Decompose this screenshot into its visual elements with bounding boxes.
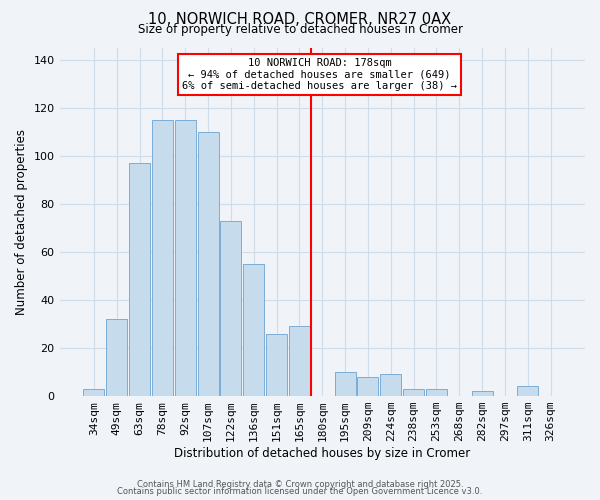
X-axis label: Distribution of detached houses by size in Cromer: Distribution of detached houses by size …: [174, 447, 470, 460]
Bar: [266, 334, 287, 396]
Bar: [380, 374, 401, 396]
Bar: [152, 120, 173, 396]
Text: Contains HM Land Registry data © Crown copyright and database right 2025.: Contains HM Land Registry data © Crown c…: [137, 480, 463, 489]
Bar: [358, 377, 379, 396]
Bar: [403, 389, 424, 396]
Text: Size of property relative to detached houses in Cromer: Size of property relative to detached ho…: [137, 24, 463, 36]
Bar: [106, 319, 127, 396]
Bar: [197, 132, 218, 396]
Text: 10 NORWICH ROAD: 178sqm
← 94% of detached houses are smaller (649)
6% of semi-de: 10 NORWICH ROAD: 178sqm ← 94% of detache…: [182, 58, 457, 91]
Bar: [83, 389, 104, 396]
Bar: [472, 392, 493, 396]
Y-axis label: Number of detached properties: Number of detached properties: [15, 129, 28, 315]
Bar: [220, 220, 241, 396]
Bar: [175, 120, 196, 396]
Bar: [426, 389, 447, 396]
Bar: [289, 326, 310, 396]
Bar: [517, 386, 538, 396]
Bar: [335, 372, 356, 396]
Text: 10, NORWICH ROAD, CROMER, NR27 0AX: 10, NORWICH ROAD, CROMER, NR27 0AX: [148, 12, 452, 28]
Text: Contains public sector information licensed under the Open Government Licence v3: Contains public sector information licen…: [118, 487, 482, 496]
Bar: [243, 264, 264, 396]
Bar: [129, 163, 150, 396]
